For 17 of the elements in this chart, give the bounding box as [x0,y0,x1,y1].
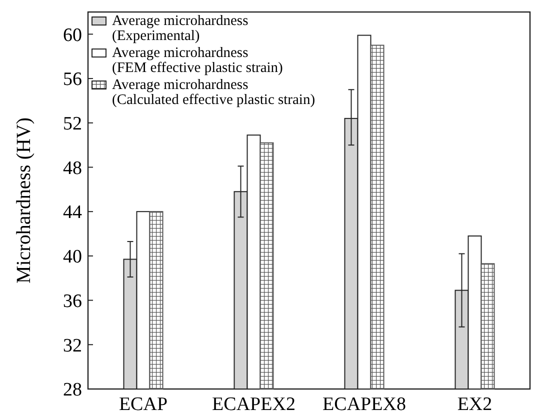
y-tick-label: 48 [63,158,82,179]
x-tick-label: ECAPEX8 [322,394,406,415]
y-tick-label: 56 [63,69,82,90]
y-tick-label: 40 [63,246,82,268]
y-tick-label: 60 [63,24,82,46]
y-tick-label: 32 [63,335,82,356]
y-axis-title: Microhardness (HV) [13,117,35,284]
legend-label: Average microhardness (Experimental) [112,13,249,44]
x-tick-label: ECAP [118,394,168,415]
x-tick-label: ECAPEX2 [212,394,296,415]
legend-label: Average microhardness (Calculated effective plastic strain) [112,77,316,108]
y-tick-label: 44 [63,202,82,224]
y-tick-label: 36 [63,290,82,312]
y-tick-label: 52 [63,114,82,135]
y-tick-label: 28 [63,380,82,401]
legend-label: Average microhardness (FEM effective plastic strain) [112,45,284,76]
x-tick-label: EX2 [457,394,492,415]
